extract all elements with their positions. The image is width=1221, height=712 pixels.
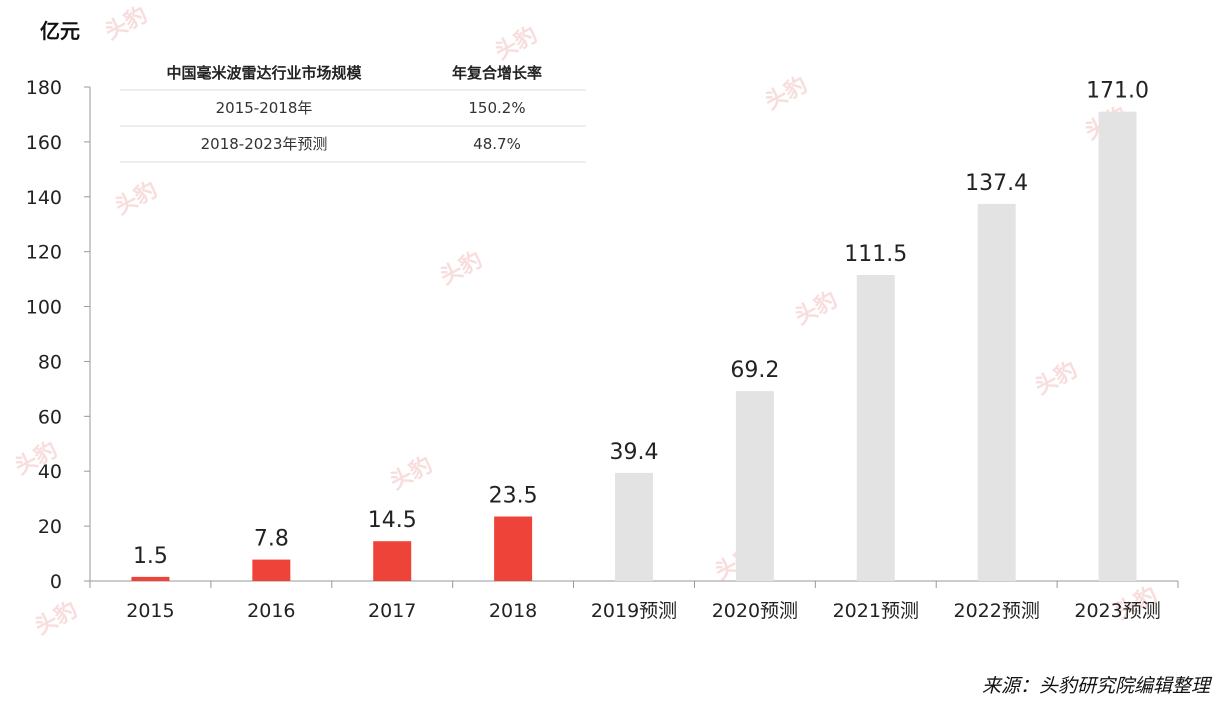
x-category-label: 2017 bbox=[368, 600, 416, 622]
bar-2017 bbox=[373, 541, 412, 581]
data-labels: 1.5 7.8 14.5 23.5 39.4 69.2 111.5 137.4 171.0 bbox=[133, 79, 1149, 569]
table-header-cagr: 年复合增长率 bbox=[452, 64, 542, 82]
watermark-mark: 头豹 bbox=[761, 72, 812, 116]
bar-2021预测 bbox=[856, 274, 895, 581]
watermark-mark: 头豹 bbox=[436, 247, 487, 291]
x-category-label: 2020预测 bbox=[712, 600, 798, 622]
x-category-label: 2015 bbox=[126, 600, 174, 622]
y-tick-label: 0 bbox=[50, 571, 62, 593]
table-row-1-cagr: 150.2% bbox=[468, 99, 525, 117]
bar-2022预测 bbox=[977, 203, 1016, 581]
y-tick-label: 80 bbox=[38, 351, 62, 373]
x-category-label: 2022预测 bbox=[953, 600, 1039, 622]
y-tick-label: 100 bbox=[26, 297, 62, 319]
watermark-mark: 头豹 bbox=[31, 597, 82, 641]
bar-2016 bbox=[252, 559, 291, 581]
x-category-label: 2021预测 bbox=[833, 600, 919, 622]
table-row-2-period: 2018-2023年预测 bbox=[201, 135, 328, 153]
x-category-label: 2019预测 bbox=[591, 600, 677, 622]
data-label: 1.5 bbox=[133, 544, 168, 569]
x-category-label: 2016 bbox=[247, 600, 295, 622]
table-header-market-size: 中国毫米波雷达行业市场规模 bbox=[166, 64, 362, 82]
x-category-label: 2018 bbox=[489, 600, 537, 622]
y-tick-label: 160 bbox=[26, 132, 62, 154]
data-label: 14.5 bbox=[368, 508, 417, 533]
data-label: 7.8 bbox=[254, 527, 289, 552]
table-row-1-period: 2015-2018年 bbox=[216, 99, 313, 117]
bar-2019预测 bbox=[615, 472, 653, 581]
data-label: 137.4 bbox=[965, 171, 1028, 196]
bars bbox=[131, 111, 1137, 581]
watermark-mark: 头豹 bbox=[1031, 357, 1082, 401]
y-tick-label: 180 bbox=[26, 77, 62, 99]
table-row-2-cagr: 48.7% bbox=[473, 135, 521, 153]
watermark-mark: 头豹 bbox=[491, 22, 542, 66]
y-tick-label: 140 bbox=[26, 187, 62, 209]
bar-2015 bbox=[131, 576, 170, 581]
data-label: 69.2 bbox=[730, 358, 779, 383]
source-note: 来源：头豹研究院编辑整理 bbox=[982, 675, 1213, 697]
data-label: 39.4 bbox=[610, 440, 659, 465]
data-label: 111.5 bbox=[844, 242, 907, 267]
y-tick-label: 60 bbox=[38, 406, 62, 428]
cagr-table: 中国毫米波雷达行业市场规模 年复合增长率 2015-2018年 150.2% 2… bbox=[120, 64, 586, 163]
watermark-mark: 头豹 bbox=[101, 2, 152, 46]
x-axis-category-labels: 2015 2016 2017 2018 2019预测 2020预测 2021预测 2022预测… bbox=[89, 581, 1179, 622]
y-axis-unit-label: 亿元 bbox=[40, 19, 80, 43]
bar-2018 bbox=[494, 516, 533, 581]
watermark-mark: 头豹 bbox=[111, 177, 162, 221]
bar-2020预测 bbox=[735, 391, 774, 581]
y-tick-label: 40 bbox=[38, 461, 62, 483]
y-tick-label: 120 bbox=[26, 242, 62, 264]
watermark-mark: 头豹 bbox=[791, 287, 842, 331]
data-label: 171.0 bbox=[1086, 79, 1149, 104]
y-tick-label: 20 bbox=[38, 516, 62, 538]
watermark-mark: 头豹 bbox=[386, 452, 437, 496]
data-label: 23.5 bbox=[489, 484, 538, 509]
y-axis-ticks: 0 20 40 60 80 100 120 140 160 180 bbox=[26, 77, 90, 593]
bar-2023预测 bbox=[1098, 111, 1137, 581]
x-category-label: 2023预测 bbox=[1074, 600, 1160, 622]
